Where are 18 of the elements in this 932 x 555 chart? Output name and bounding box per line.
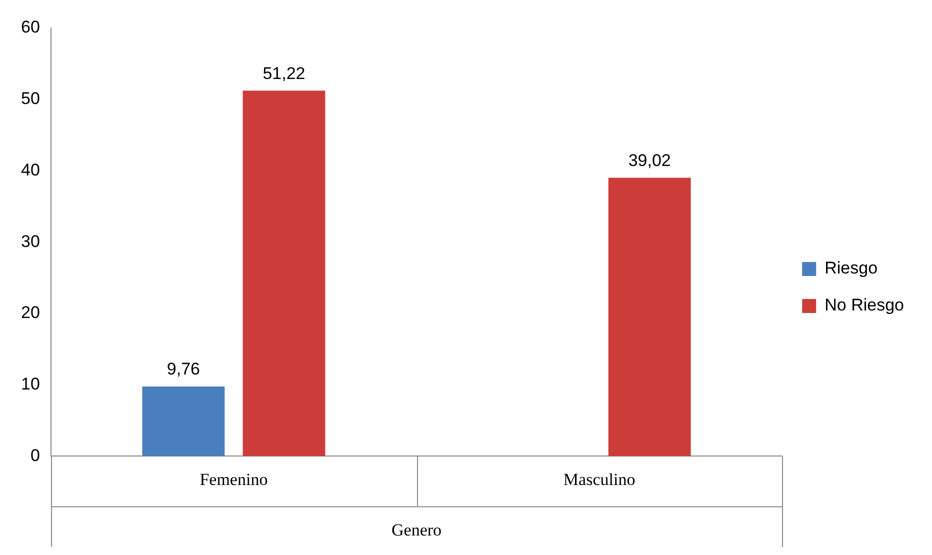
legend-label: Riesgo — [824, 258, 878, 278]
x-axis-title: Genero — [392, 520, 442, 540]
legend-label: No Riesgo — [824, 296, 904, 315]
data-label: 51,22 — [262, 64, 306, 83]
y-tick-label: 60 — [20, 18, 40, 37]
x-tick-label: Masculino — [563, 470, 636, 489]
bar — [242, 90, 326, 456]
data-label: 9,76 — [166, 360, 200, 379]
y-tick-label: 40 — [20, 160, 40, 180]
y-tick-label: 20 — [20, 303, 40, 322]
y-tick-label: 50 — [20, 89, 40, 108]
y-tick-label: 10 — [20, 374, 40, 394]
y-tick-label: 30 — [20, 232, 40, 251]
bar — [142, 386, 225, 456]
bar — [608, 178, 691, 456]
x-tick-label: Femenino — [200, 470, 268, 489]
data-label: 39,02 — [628, 150, 671, 170]
y-tick-label: 0 — [30, 446, 40, 465]
